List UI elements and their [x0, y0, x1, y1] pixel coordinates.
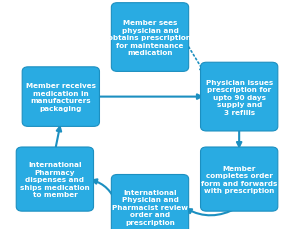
FancyBboxPatch shape: [16, 147, 94, 211]
FancyBboxPatch shape: [200, 147, 278, 211]
FancyBboxPatch shape: [111, 175, 189, 231]
Text: Physician issues
prescription for
upto 90 days
supply and
3 refills: Physician issues prescription for upto 9…: [206, 79, 273, 115]
FancyBboxPatch shape: [22, 67, 100, 127]
Text: Member receives
medication in
manufacturers
packaging: Member receives medication in manufactur…: [26, 83, 96, 111]
Text: International
Physician and
Pharmacist review
order and
prescription: International Physician and Pharmacist r…: [112, 189, 188, 225]
Text: International
Pharmacy
dispenses and
ships medication
to member: International Pharmacy dispenses and shi…: [20, 161, 90, 197]
Text: Member sees
physician and
obtains prescription
for maintenance
medication: Member sees physician and obtains prescr…: [109, 20, 191, 56]
Text: Member
completes order
form and forwards
with prescription: Member completes order form and forwards…: [201, 165, 278, 194]
FancyBboxPatch shape: [200, 63, 278, 131]
FancyBboxPatch shape: [111, 4, 189, 72]
